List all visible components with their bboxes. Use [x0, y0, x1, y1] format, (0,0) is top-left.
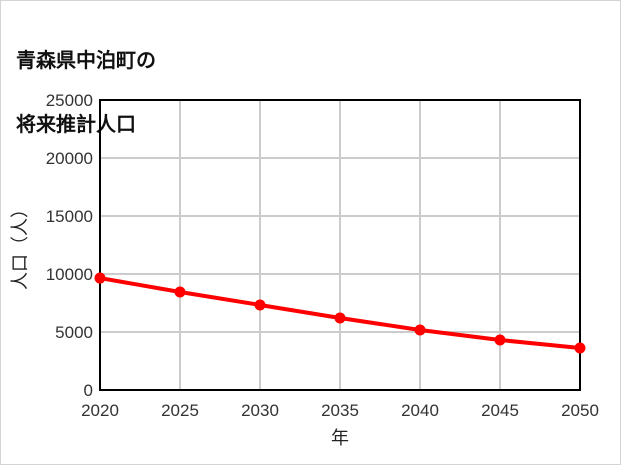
y-tick-label: 0	[84, 381, 93, 400]
y-axis-ticks: 0 5000 10000 15000 20000 25000	[46, 91, 93, 400]
x-axis-title: 年	[331, 428, 349, 449]
plot-area-border	[99, 99, 581, 391]
y-tick-label: 15000	[46, 207, 93, 226]
y-tick-label: 5000	[55, 323, 93, 342]
y-axis-title: 人口（人）	[10, 200, 31, 290]
x-tick-label: 2040	[401, 401, 439, 420]
x-axis-ticks: 2020 2025 2030 2035 2040 2045 2050	[81, 401, 599, 420]
chart-title-line2: 将来推計人口	[16, 112, 136, 136]
chart-title-line1: 青森県中泊町の	[16, 48, 156, 72]
x-tick-label: 2030	[241, 401, 279, 420]
x-tick-label: 2020	[81, 401, 119, 420]
y-tick-label: 10000	[46, 265, 93, 284]
data-point	[254, 299, 266, 311]
data-series	[94, 272, 586, 354]
data-point	[334, 312, 346, 324]
data-point	[574, 342, 586, 354]
y-tick-label: 20000	[46, 149, 93, 168]
data-point	[94, 272, 106, 284]
chart-title: 青森県中泊町の 将来推計人口	[16, 12, 156, 172]
data-point	[174, 286, 186, 298]
gridlines	[99, 99, 581, 391]
x-tick-label: 2045	[481, 401, 519, 420]
x-tick-label: 2050	[561, 401, 599, 420]
data-point	[494, 334, 506, 346]
y-tick-label: 25000	[46, 91, 93, 110]
x-tick-label: 2025	[161, 401, 199, 420]
x-tick-label: 2035	[321, 401, 359, 420]
data-point	[414, 324, 426, 336]
